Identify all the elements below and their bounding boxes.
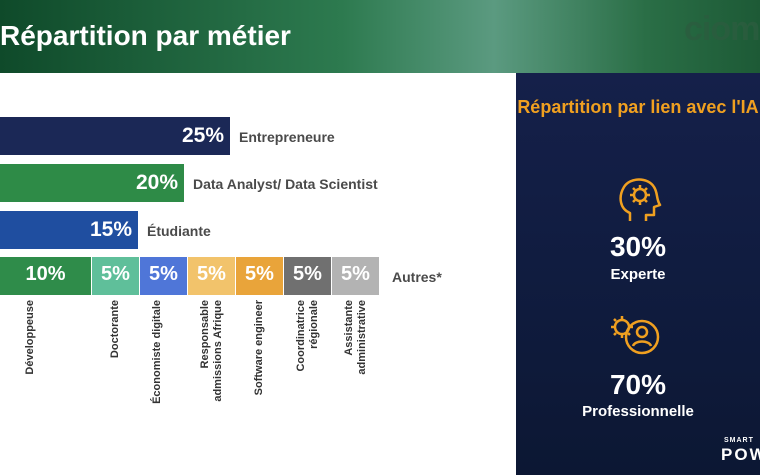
segment-category-label: Développeuse — [23, 300, 36, 375]
bar-value-label: 20% — [135, 171, 178, 194]
segment-value-label: 5% — [149, 263, 178, 285]
footer-brand-small: SMART — [724, 437, 754, 444]
ai-relation-panel: Répartition par lien avec l'IA 30% Exper… — [516, 73, 760, 475]
stacked-segment-4 — [236, 257, 283, 295]
head-gear-icon — [516, 173, 760, 234]
bar-value-label: 15% — [89, 218, 132, 241]
footer-brand-big: POW — [721, 445, 760, 464]
stacked-segment-3 — [188, 257, 235, 295]
stacked-segment-6 — [332, 257, 379, 295]
experte-label: Experte — [610, 266, 666, 283]
segment-category-label: Économiste digitale — [150, 300, 163, 404]
stacked-segment-1 — [92, 257, 139, 295]
experte-percent: 30% — [609, 231, 667, 262]
segment-category-label: Responsable admissions Afrique — [198, 300, 224, 402]
segment-category-label: Assistante administrative — [342, 300, 368, 375]
bar-category-label: Étudiante — [147, 223, 211, 239]
segment-value-label: 5% — [293, 263, 322, 285]
segment-category-label: Doctorante — [109, 300, 121, 359]
autres-label: Autres* — [392, 269, 442, 285]
header-banner: Répartition par métier cioma — [0, 0, 760, 73]
bar-category-label: Entrepreneure — [239, 129, 335, 145]
professionnelle-percent: 70% — [609, 369, 667, 400]
professionnelle-label: Professionnelle — [582, 403, 694, 420]
bar-value-label: 25% — [181, 124, 224, 147]
brand-logo: cioma — [684, 10, 760, 48]
bar-0 — [0, 117, 230, 155]
segment-category-label: Software engineer — [253, 300, 265, 396]
stacked-segment-5 — [284, 257, 331, 295]
segment-value-label: 5% — [101, 263, 130, 285]
panel-title: Répartition par lien avec l'IA — [517, 97, 759, 117]
person-gear-icon — [516, 311, 760, 368]
segment-category-label: Coordinatrice régionale — [294, 300, 320, 372]
segment-value-label: 5% — [197, 263, 226, 285]
stacked-segment-0 — [0, 257, 91, 295]
stacked-segment-2 — [140, 257, 187, 295]
page-title: Répartition par métier — [0, 20, 291, 51]
segment-value-label: 5% — [245, 263, 274, 285]
bar-category-label: Data Analyst/ Data Scientist — [193, 176, 378, 192]
bar-2 — [0, 211, 138, 249]
bar-1 — [0, 164, 184, 202]
segment-value-label: 5% — [341, 263, 370, 285]
segment-value-label: 10% — [25, 263, 66, 285]
